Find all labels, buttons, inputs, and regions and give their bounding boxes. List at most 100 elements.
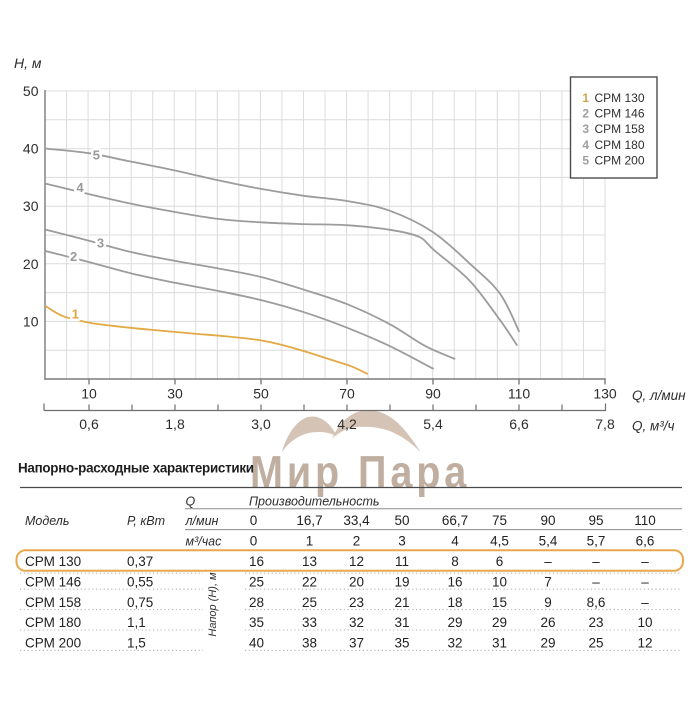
svg-text:Н, м: Н, м bbox=[14, 55, 42, 71]
svg-text:35: 35 bbox=[394, 636, 409, 651]
svg-text:–: – bbox=[641, 554, 649, 569]
svg-text:37: 37 bbox=[349, 636, 364, 651]
svg-text:Q, л/мин: Q, л/мин bbox=[632, 388, 686, 403]
svg-text:0,37: 0,37 bbox=[127, 554, 153, 569]
svg-text:50: 50 bbox=[23, 83, 39, 99]
svg-text:75: 75 bbox=[492, 513, 507, 528]
svg-text:29: 29 bbox=[540, 636, 555, 651]
svg-text:Р, кВт: Р, кВт bbox=[127, 514, 165, 528]
svg-text:90: 90 bbox=[425, 386, 441, 402]
svg-text:7,8: 7,8 bbox=[595, 416, 615, 432]
svg-text:32: 32 bbox=[447, 636, 462, 651]
svg-text:4: 4 bbox=[582, 138, 589, 152]
svg-text:Модель: Модель bbox=[25, 514, 69, 528]
svg-text:6,6: 6,6 bbox=[509, 416, 529, 432]
svg-text:18: 18 bbox=[447, 595, 462, 610]
svg-text:16,7: 16,7 bbox=[296, 513, 322, 528]
svg-text:110: 110 bbox=[508, 386, 531, 402]
svg-text:10: 10 bbox=[637, 615, 652, 630]
svg-text:CPM 146: CPM 146 bbox=[595, 107, 645, 121]
svg-text:16: 16 bbox=[249, 554, 264, 569]
svg-text:31: 31 bbox=[492, 636, 507, 651]
svg-text:2: 2 bbox=[582, 107, 589, 121]
svg-text:19: 19 bbox=[394, 574, 409, 589]
svg-text:22: 22 bbox=[302, 574, 317, 589]
svg-text:16: 16 bbox=[447, 574, 462, 589]
svg-text:4: 4 bbox=[76, 180, 84, 195]
svg-text:3,0: 3,0 bbox=[251, 416, 271, 432]
svg-text:Мир Пара: Мир Пара bbox=[250, 447, 470, 497]
svg-text:4,5: 4,5 bbox=[490, 534, 509, 549]
svg-text:5,4: 5,4 bbox=[423, 416, 443, 432]
svg-text:4: 4 bbox=[451, 534, 459, 549]
svg-text:4,2: 4,2 bbox=[337, 416, 357, 432]
svg-text:СРМ 158: СРМ 158 bbox=[25, 595, 81, 610]
svg-text:–: – bbox=[641, 595, 649, 610]
svg-text:38: 38 bbox=[302, 636, 317, 651]
svg-text:Q, м³/ч: Q, м³/ч bbox=[632, 419, 675, 434]
svg-text:26: 26 bbox=[540, 615, 555, 630]
svg-text:5,7: 5,7 bbox=[587, 534, 606, 549]
svg-text:12: 12 bbox=[349, 554, 364, 569]
svg-text:110: 110 bbox=[634, 513, 656, 528]
svg-text:10: 10 bbox=[492, 574, 507, 589]
svg-text:23: 23 bbox=[588, 615, 603, 630]
svg-text:25: 25 bbox=[588, 636, 603, 651]
svg-text:6,6: 6,6 bbox=[636, 534, 655, 549]
svg-text:11: 11 bbox=[395, 554, 409, 569]
svg-text:2: 2 bbox=[353, 534, 361, 549]
svg-text:5: 5 bbox=[582, 153, 589, 167]
svg-text:66,7: 66,7 bbox=[442, 513, 468, 528]
svg-text:3: 3 bbox=[97, 236, 104, 251]
svg-text:31: 31 bbox=[394, 615, 409, 630]
svg-text:32: 32 bbox=[349, 615, 364, 630]
svg-text:20: 20 bbox=[349, 574, 364, 589]
svg-text:Q: Q bbox=[186, 495, 196, 509]
svg-text:40: 40 bbox=[249, 636, 264, 651]
svg-text:20: 20 bbox=[23, 256, 39, 272]
svg-text:Производительность: Производительность bbox=[249, 495, 379, 509]
svg-text:л/мин: л/мин bbox=[185, 514, 219, 528]
svg-text:1,5: 1,5 bbox=[127, 636, 146, 651]
svg-text:21: 21 bbox=[394, 595, 409, 610]
svg-text:10: 10 bbox=[81, 386, 97, 402]
svg-text:28: 28 bbox=[249, 595, 264, 610]
svg-text:30: 30 bbox=[23, 198, 39, 214]
svg-text:35: 35 bbox=[249, 615, 264, 630]
svg-text:33,4: 33,4 bbox=[343, 513, 370, 528]
svg-text:5: 5 bbox=[93, 148, 100, 163]
svg-text:15: 15 bbox=[492, 595, 507, 610]
svg-text:CPM 130: CPM 130 bbox=[595, 91, 645, 105]
svg-text:1,1: 1,1 bbox=[127, 615, 146, 630]
svg-text:8,6: 8,6 bbox=[587, 595, 606, 610]
svg-text:0: 0 bbox=[250, 513, 258, 528]
svg-text:8: 8 bbox=[451, 554, 459, 569]
svg-text:30: 30 bbox=[167, 386, 183, 402]
svg-text:СРМ 146: СРМ 146 bbox=[25, 574, 81, 589]
svg-text:CPM 180: CPM 180 bbox=[595, 138, 645, 152]
svg-text:33: 33 bbox=[302, 615, 317, 630]
svg-text:2: 2 bbox=[70, 249, 77, 264]
svg-text:10: 10 bbox=[23, 313, 39, 329]
svg-text:СРМ 200: СРМ 200 bbox=[25, 636, 81, 651]
svg-text:29: 29 bbox=[447, 615, 462, 630]
svg-text:СРМ 180: СРМ 180 bbox=[25, 615, 81, 630]
svg-text:–: – bbox=[544, 554, 552, 569]
svg-text:0,75: 0,75 bbox=[127, 595, 153, 610]
svg-text:50: 50 bbox=[253, 386, 269, 402]
svg-text:3: 3 bbox=[398, 534, 406, 549]
svg-text:–: – bbox=[592, 574, 600, 589]
svg-text:–: – bbox=[641, 574, 649, 589]
svg-text:5,4: 5,4 bbox=[539, 534, 558, 549]
svg-text:7: 7 bbox=[544, 574, 552, 589]
svg-text:50: 50 bbox=[394, 513, 409, 528]
svg-text:СРМ 130: СРМ 130 bbox=[25, 554, 81, 569]
svg-text:1: 1 bbox=[306, 534, 314, 549]
svg-text:Напорно-расходные характеристи: Напорно-расходные характеристики bbox=[18, 461, 254, 476]
svg-text:130: 130 bbox=[593, 386, 617, 402]
svg-text:90: 90 bbox=[540, 513, 555, 528]
svg-text:1: 1 bbox=[72, 307, 79, 322]
svg-text:1,8: 1,8 bbox=[165, 416, 185, 432]
svg-text:0,55: 0,55 bbox=[127, 574, 153, 589]
svg-text:3: 3 bbox=[582, 122, 589, 136]
